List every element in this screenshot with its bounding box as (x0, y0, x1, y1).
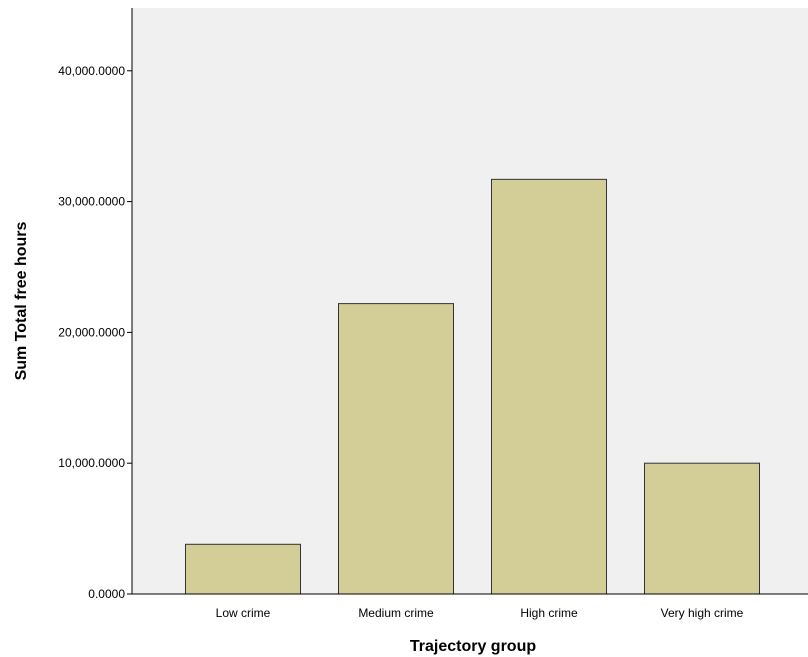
x-tick-label: Medium crime (358, 606, 434, 620)
y-ticks-group: 0.0000 10,000.0000 20,000.0000 30,000.0000 4… (58, 64, 132, 601)
x-ticks-group: Low crime Medium crime High crime Very high… (216, 606, 744, 620)
bars-group (185, 178, 760, 595)
y-tick-label: 30,000.0000 (58, 195, 125, 209)
y-axis-title: Sum Total free hours (13, 221, 30, 380)
x-tick-label: High crime (520, 606, 578, 620)
y-tick-label: 0.0000 (88, 587, 125, 601)
x-axis-title: Trajectory group (410, 638, 536, 655)
y-tick-label: 20,000.0000 (58, 325, 125, 339)
x-tick-label: Very high crime (661, 606, 744, 620)
bar-very-high-crime (644, 462, 760, 595)
bar-low-crime (185, 543, 301, 595)
x-tick-label: Low crime (216, 606, 271, 620)
bar-high-crime (491, 178, 607, 595)
y-tick-label: 10,000.0000 (58, 456, 125, 470)
y-tick-label: 40,000.0000 (58, 64, 125, 78)
bar-medium-crime (338, 303, 454, 595)
